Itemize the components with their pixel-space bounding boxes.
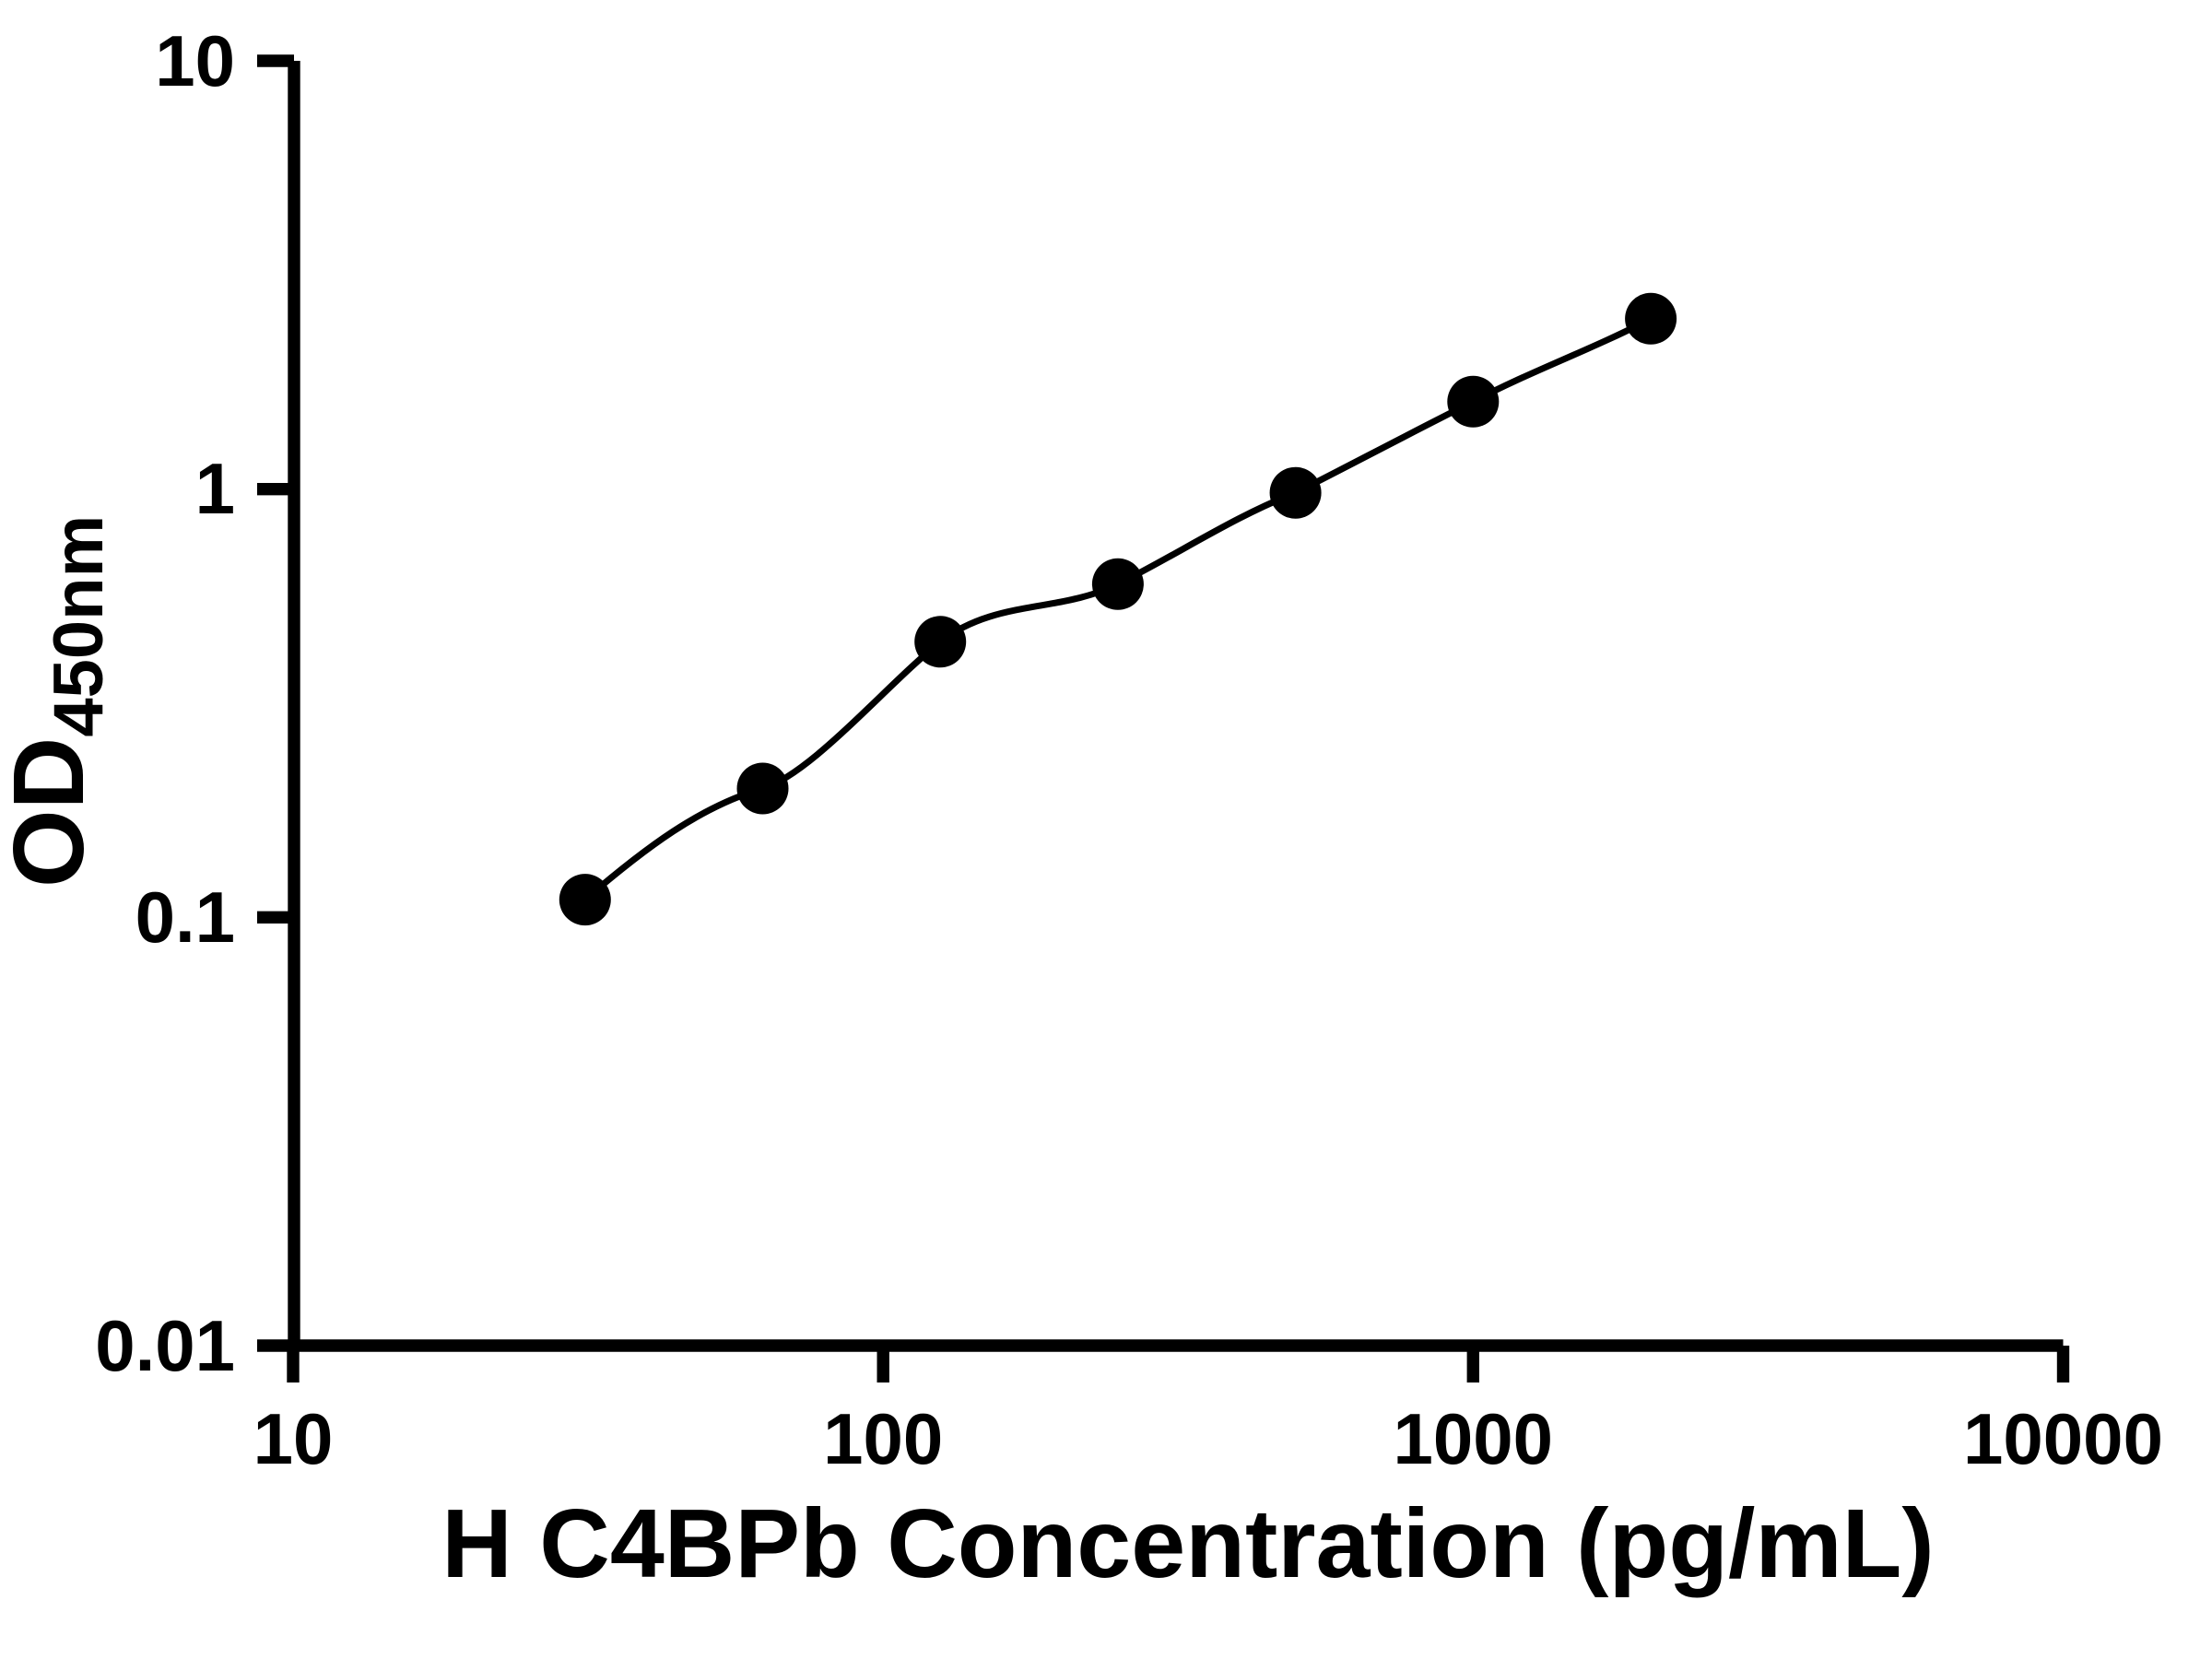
svg-text:1000: 1000	[1394, 1398, 1554, 1479]
svg-text:0.01: 0.01	[95, 1305, 235, 1386]
svg-text:10000: 10000	[1963, 1398, 2163, 1479]
svg-text:1: 1	[195, 448, 235, 529]
svg-text:H C4BPb Concentration (pg/mL): H C4BPb Concentration (pg/mL)	[441, 1489, 1934, 1598]
svg-text:10: 10	[253, 1398, 334, 1479]
svg-text:100: 100	[823, 1398, 943, 1479]
svg-text:OD450nm: OD450nm	[0, 515, 118, 888]
svg-text:10: 10	[155, 20, 235, 101]
svg-text:0.1: 0.1	[135, 877, 235, 958]
